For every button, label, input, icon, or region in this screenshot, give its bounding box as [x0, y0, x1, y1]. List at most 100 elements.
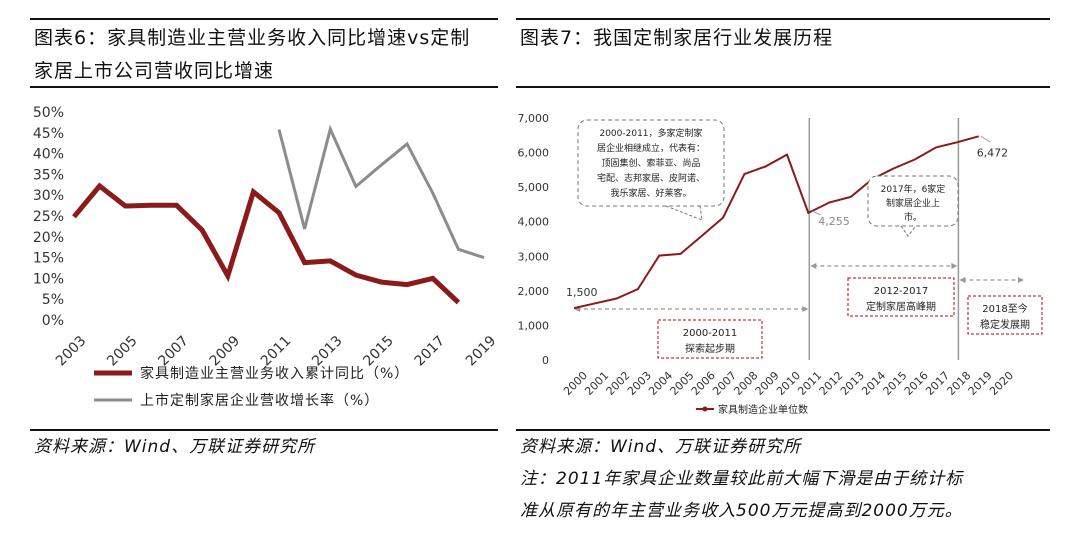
left-legend-label-1: 家具制造业主营业务收入累计同比（%） — [140, 365, 409, 382]
left-x-tick-label: 2003 — [53, 333, 90, 370]
left-x-tick-label: 2007 — [155, 333, 192, 370]
left-x-tick-label: 2017 — [412, 333, 449, 370]
right-x-tick-label: 2003 — [625, 369, 654, 398]
right-bubble-founding-line-1: 2000-2011，多家定制家 — [599, 127, 702, 139]
right-y-tick-label: 6,000 — [518, 147, 550, 160]
right-y-tick-label: 4,000 — [518, 216, 550, 229]
right-data-label-leader-2011 — [812, 210, 821, 216]
right-x-tick-label: 2010 — [774, 369, 803, 398]
right-y-tick-label: 1,000 — [518, 319, 550, 332]
right-legend: 家具制造企业单位数 — [696, 403, 808, 416]
right-data-labels: 1,500 4,255 6,472 — [566, 135, 1009, 299]
right-x-tick-label: 2015 — [881, 369, 910, 398]
left-y-tick-label: 30% — [33, 188, 64, 204]
bottom-rule-left — [30, 429, 498, 431]
right-note-line1: 注：2011年家具企业数量较此前大幅下滑是由于统计标 — [520, 469, 964, 489]
right-bubble-founding-line-2: 居企业相继成立，代表有： — [597, 142, 705, 154]
left-chart-title: 图表6：家具制造业主营业务收入同比增速vs定制 家居上市公司营收同比增速 — [34, 24, 504, 85]
right-x-tick-label: 2001 — [582, 369, 611, 398]
right-bubble-ipo-line-3: 市。 — [904, 211, 922, 223]
right-legend-label: 家具制造企业单位数 — [718, 403, 808, 416]
right-bubble-founding-line-3: 顶固集创、索菲亚、尚品 — [601, 157, 700, 169]
bottom-rule-right — [516, 429, 1050, 431]
top-rule-left — [30, 18, 498, 20]
right-y-tick-label: 7,000 — [518, 112, 550, 125]
right-x-tick-label: 2000 — [561, 369, 590, 398]
right-phase-label-1-line-1: 2000-2011 — [683, 328, 738, 339]
left-legend-label-2: 上市定制家居企业营收增长率（%） — [140, 392, 379, 409]
right-phase-label-2-line-2: 定制家居高峰期 — [866, 300, 936, 313]
right-x-tick-label: 2008 — [731, 369, 760, 398]
right-x-tick-label: 2005 — [668, 369, 697, 398]
left-x-axis: 2003 2005 2007 2009 2011 2013 2015 2017 2019 — [53, 333, 500, 370]
right-phase-arrow-1-head-right — [802, 306, 809, 312]
right-phase-label-3-line-2: 稳定发展期 — [980, 318, 1030, 331]
right-x-tick-label: 2011 — [795, 369, 824, 398]
right-y-tick-label: 2,000 — [518, 285, 550, 298]
right-data-label-leader-2019 — [980, 135, 991, 143]
left-x-tick-label: 2019 — [463, 333, 500, 370]
right-x-tick-label: 2017 — [923, 369, 952, 398]
right-phase-label-3-line-1: 2018至今 — [982, 302, 1027, 315]
left-x-tick-label: 2013 — [309, 333, 346, 370]
left-y-tick-label: 15% — [33, 251, 64, 267]
right-phase-label-1-line-2: 探索起步期 — [685, 342, 735, 355]
left-y-tick-label: 25% — [33, 209, 64, 225]
left-source: 资料来源：Wind、万联证券研究所 — [34, 437, 316, 457]
left-y-tick-label: 0% — [42, 313, 64, 329]
left-y-tick-label: 10% — [33, 271, 64, 287]
right-phase-arrow-3-head-left — [959, 277, 966, 283]
right-bubble-ipo-tail — [900, 225, 917, 237]
right-phase-label-3-box — [967, 295, 1043, 335]
right-data-label-2011: 4,255 — [818, 215, 850, 228]
right-y-axis: 0 1,000 2,000 3,000 4,000 5,000 6,000 7,000 — [518, 112, 550, 367]
right-phase-label-2-box — [847, 277, 955, 317]
left-title-line2: 家居上市公司营收同比增速 — [34, 60, 275, 82]
right-x-tick-label: 2018 — [944, 369, 973, 398]
right-x-tick-label: 2013 — [838, 369, 867, 398]
left-x-tick-label: 2005 — [104, 333, 141, 370]
left-y-tick-label: 35% — [33, 167, 64, 183]
left-y-tick-label: 20% — [33, 230, 64, 246]
right-data-label-2000: 1,500 — [566, 286, 598, 299]
right-x-tick-label: 2009 — [753, 369, 782, 398]
right-x-tick-label: 2019 — [966, 369, 995, 398]
left-y-tick-label: 50% — [33, 105, 64, 121]
top-rule-right — [516, 18, 1050, 20]
right-x-tick-label: 2002 — [604, 369, 633, 398]
right-chart: 0 1,000 2,000 3,000 4,000 5,000 6,000 7,000 200… — [518, 112, 1043, 416]
right-bubble-founding-line-5: 我乐家居、好莱客。 — [610, 187, 691, 199]
right-x-tick-label: 2004 — [646, 369, 675, 398]
left-title-line1: 图表6：家具制造业主营业务收入同比增速vs定制 — [34, 27, 471, 49]
left-legend: 家具制造业主营业务收入累计同比（%） 上市定制家居企业营收增长率（%） — [94, 365, 409, 409]
title-rule-left — [30, 86, 498, 88]
right-phase-label-2-line-1: 2012-2017 — [874, 286, 929, 297]
right-x-tick-label: 2006 — [689, 369, 718, 398]
left-plot-area — [72, 124, 485, 305]
right-bubble-ipo-line-1: 2017年，6家定 — [881, 183, 946, 195]
right-bubble-ipo-line-2: 制家居企业上 — [886, 197, 940, 209]
right-chart-title: 图表7：我国定制家居行业发展历程 — [520, 27, 834, 49]
left-y-axis: 0% 5% 10% 15% 20% 25% 30% 35% 40% 45% 50% — [33, 105, 64, 329]
right-bubble-founding-box — [577, 119, 725, 207]
right-x-tick-label: 2007 — [710, 369, 739, 398]
left-series-line-1 — [72, 182, 461, 305]
title-rule-right — [516, 86, 1050, 88]
right-bubble-founding-tail — [665, 205, 703, 221]
right-plot-area — [573, 135, 979, 310]
left-chart: 0% 5% 10% 15% 20% 25% 30% 35% 40% 45% 50% 2003 2005… — [33, 105, 500, 409]
right-bubble-ipo-box — [867, 175, 959, 227]
left-y-tick-label: 5% — [42, 292, 64, 308]
left-y-tick-label: 40% — [33, 147, 64, 163]
right-data-label-2019: 6,472 — [977, 146, 1009, 159]
right-x-axis: 2000200120022003200420052006200720082009… — [561, 369, 1016, 398]
right-phase-label-1-box — [657, 319, 763, 359]
right-source: 资料来源：Wind、万联证券研究所 — [520, 437, 802, 457]
left-series-line-2 — [277, 124, 485, 260]
right-phase-arrow-2-head-left — [810, 263, 817, 269]
right-x-tick-label: 2020 — [987, 369, 1016, 398]
right-y-tick-label: 0 — [542, 354, 549, 367]
left-x-tick-label: 2011 — [258, 333, 295, 370]
right-y-tick-label: 5,000 — [518, 181, 550, 194]
